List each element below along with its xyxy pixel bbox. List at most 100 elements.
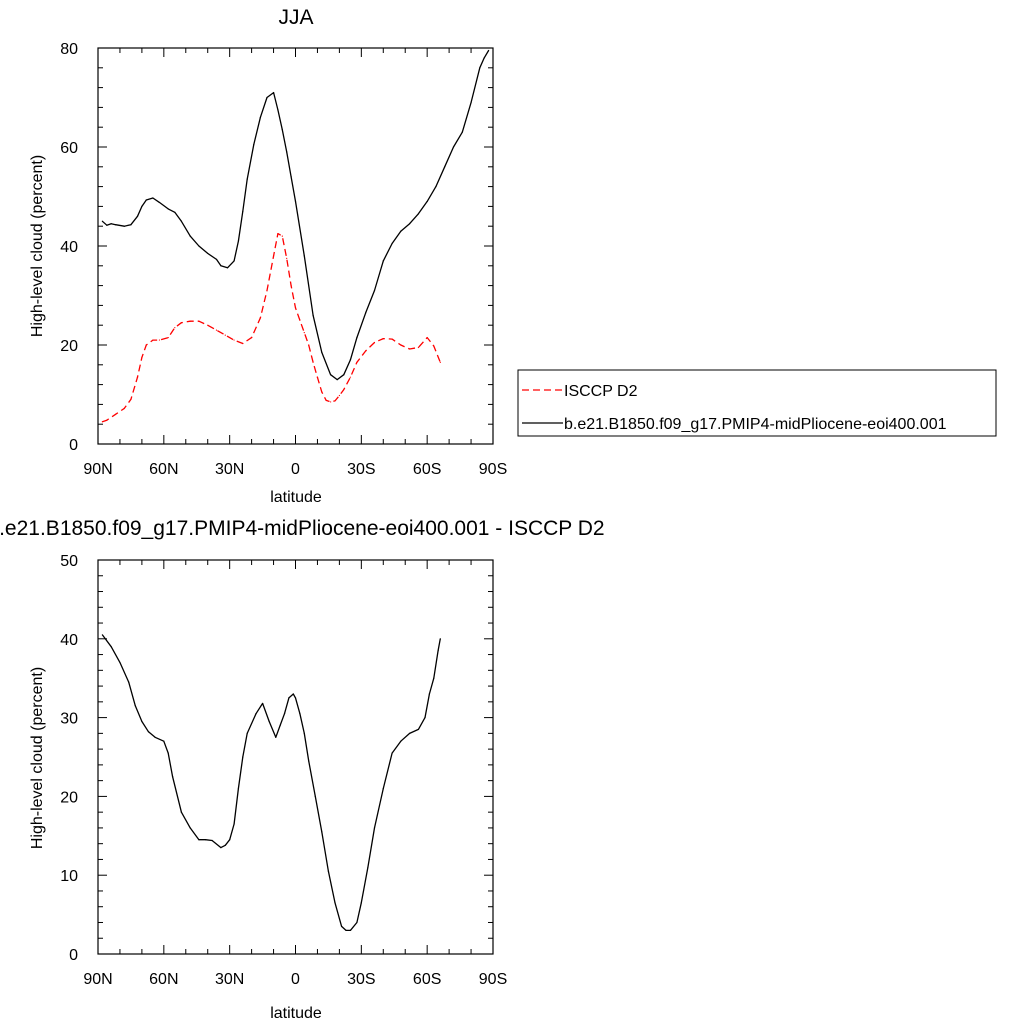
legend-label-model: b.e21.B1850.f09_g17.PMIP4-midPliocene-eo… xyxy=(564,416,947,433)
data-point xyxy=(373,289,376,292)
data-point xyxy=(123,407,125,409)
data-point xyxy=(312,314,314,316)
data-point xyxy=(220,265,222,267)
data-point xyxy=(136,215,139,217)
legend-label-isccp: ISCCP D2 xyxy=(564,383,638,400)
data-point xyxy=(268,720,270,723)
data-point xyxy=(242,342,244,345)
data-point xyxy=(130,398,132,401)
series-line-isccp xyxy=(102,232,441,423)
data-point xyxy=(158,201,161,204)
data-point xyxy=(119,661,121,664)
data-point xyxy=(382,337,384,340)
data-point xyxy=(334,902,336,904)
data-point xyxy=(444,166,446,168)
data-point xyxy=(180,322,182,324)
plot-frame xyxy=(97,559,494,955)
x-tick-label: 30S xyxy=(347,461,375,478)
y-tick-label: 0 xyxy=(69,437,78,454)
data-point xyxy=(356,921,358,924)
data-point xyxy=(435,186,437,188)
x-axis-label: latitude xyxy=(270,1005,322,1022)
data-point xyxy=(382,787,384,790)
data-point xyxy=(356,361,358,363)
data-point xyxy=(145,344,147,346)
data-point xyxy=(400,344,402,346)
data-point xyxy=(272,91,275,94)
panel-bottom-difference: b.e21.B1850.f09_g17.PMIP4-midPliocene-eo… xyxy=(0,517,605,1022)
y-tick-label: 20 xyxy=(60,789,78,806)
data-point xyxy=(251,336,253,339)
data-point xyxy=(174,211,176,213)
data-point xyxy=(360,902,362,904)
data-point xyxy=(349,359,351,361)
data-point xyxy=(198,839,200,841)
data-point xyxy=(134,705,136,707)
data-point xyxy=(237,787,240,790)
data-point xyxy=(172,776,174,778)
data-point xyxy=(226,267,229,269)
legend: ISCCP D2 b.e21.B1850.f09_g17.PMIP4-midPl… xyxy=(517,369,997,437)
data-point xyxy=(141,205,143,207)
data-point xyxy=(294,200,297,203)
data-point xyxy=(215,258,218,260)
data-point xyxy=(152,339,154,341)
data-point xyxy=(409,223,411,225)
x-tick-label: 0 xyxy=(291,971,300,988)
panel-top-jja: JJA 90N 60N 30N 0 30S 60S 90S 0 20 40 60 80 latitud… xyxy=(29,6,507,506)
data-point xyxy=(283,713,286,715)
data-point xyxy=(167,208,169,210)
y-tick-label: 0 xyxy=(69,947,78,964)
data-point xyxy=(336,379,338,381)
x-tick-label: 30S xyxy=(347,971,375,988)
data-point xyxy=(110,646,112,648)
x-tick-label: 60N xyxy=(149,461,178,478)
data-point xyxy=(426,336,428,339)
data-point xyxy=(299,713,301,715)
data-point xyxy=(152,197,154,199)
series-line-model xyxy=(101,50,490,381)
data-point xyxy=(321,391,323,393)
data-point xyxy=(130,224,132,226)
data-point xyxy=(101,421,103,423)
data-point xyxy=(461,131,463,133)
data-point xyxy=(327,870,330,872)
x-tick-label: 90S xyxy=(479,971,507,988)
data-point xyxy=(207,252,209,255)
data-point xyxy=(110,223,112,225)
series-group xyxy=(101,49,490,423)
x-tick-label: 90S xyxy=(479,461,507,478)
chart-title: JJA xyxy=(278,6,313,29)
data-point xyxy=(343,374,345,376)
data-point xyxy=(220,847,222,849)
data-point xyxy=(198,245,200,247)
data-point xyxy=(233,823,235,825)
data-point xyxy=(308,760,310,762)
x-tick-label: 30N xyxy=(215,461,244,478)
data-point xyxy=(340,925,343,928)
data-point xyxy=(365,350,367,352)
data-point xyxy=(279,724,281,727)
data-point xyxy=(439,638,441,640)
data-point xyxy=(242,756,244,758)
series-group xyxy=(101,634,441,932)
data-point xyxy=(391,752,393,754)
data-point xyxy=(452,146,455,148)
data-point xyxy=(288,697,290,699)
data-point xyxy=(215,329,218,331)
data-point xyxy=(114,413,117,415)
data-point xyxy=(303,332,305,334)
data-point xyxy=(308,344,310,346)
data-point xyxy=(167,336,169,339)
data-point xyxy=(373,341,376,344)
series-line-difference xyxy=(101,634,441,932)
data-point xyxy=(158,339,161,341)
data-point xyxy=(224,334,226,336)
x-tick-label: 30N xyxy=(215,971,244,988)
data-point xyxy=(281,129,283,131)
x-tick-label: 0 xyxy=(291,461,300,478)
data-point xyxy=(483,57,485,59)
data-point xyxy=(330,401,332,403)
data-point xyxy=(316,376,319,378)
data-point xyxy=(409,348,411,350)
